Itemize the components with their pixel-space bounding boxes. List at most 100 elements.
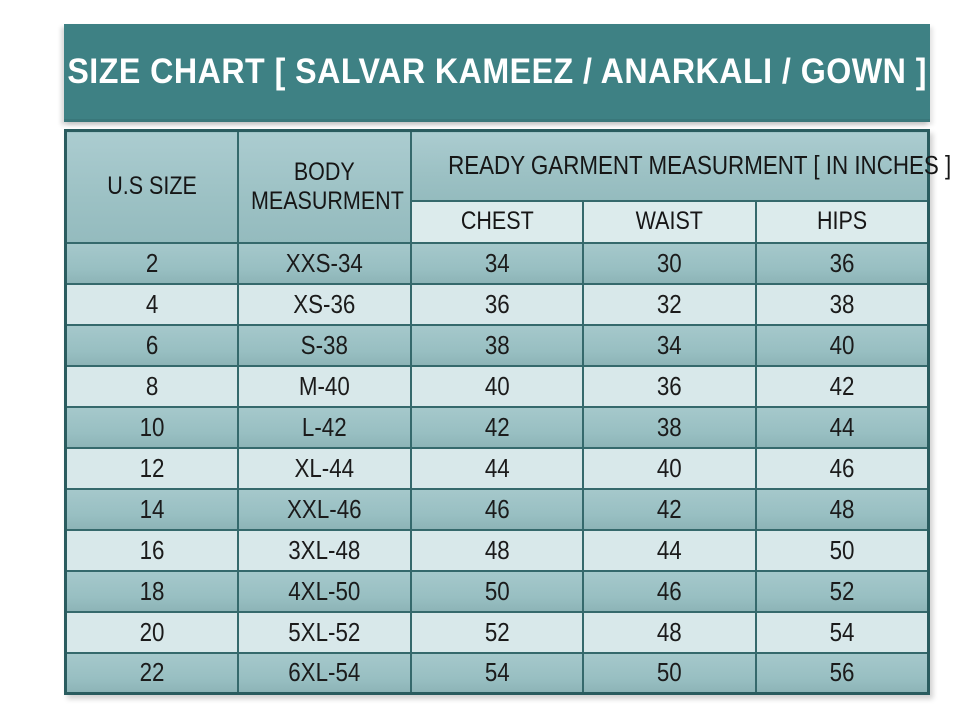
cell-text: L-42 (302, 411, 347, 442)
cell-us-size: 8 (64, 364, 240, 408)
cell-text: 46 (657, 575, 683, 606)
cell-text: 44 (829, 411, 855, 442)
table-row: 20 5XL-52 52 48 54 (64, 610, 930, 654)
title-bar: SIZE CHART [ SALVAR KAMEEZ / ANARKALI / … (64, 24, 930, 122)
table-row: 4 XS-36 36 32 38 (64, 282, 930, 326)
table-row: 8 M-40 40 36 42 (64, 364, 930, 408)
cell-hips: 54 (754, 610, 930, 654)
cell-text: 44 (657, 534, 683, 565)
cell-hips: 40 (754, 323, 930, 367)
column-header-body-measurment: BODY MEASURMENT (237, 129, 412, 244)
cell-chest: 38 (409, 323, 585, 367)
cell-text: 14 (139, 493, 165, 524)
cell-text: 8 (145, 370, 159, 401)
cell-text: 52 (484, 616, 510, 647)
table-row: 22 6XL-54 54 50 56 (64, 651, 930, 695)
cell-text: 50 (829, 534, 855, 565)
header-text: READY GARMENT MEASURMENT [ IN INCHES ] (447, 149, 951, 180)
cell-chest: 44 (409, 446, 585, 490)
header-row-top: U.S SIZE BODY MEASURMENT READY GARMENT M… (64, 129, 951, 244)
cell-body-size: XS-36 (237, 282, 412, 326)
cell-text: 34 (484, 247, 510, 278)
size-chart: SIZE CHART [ SALVAR KAMEEZ / ANARKALI / … (64, 24, 951, 695)
cell-waist: 50 (582, 651, 757, 695)
cell-text: 48 (657, 616, 683, 647)
cell-text: 18 (139, 575, 165, 606)
cell-text: XXL-46 (287, 493, 362, 524)
cell-text: 46 (829, 452, 855, 483)
header-row-sub: CHEST WAIST HIPS (66, 199, 930, 244)
cell-text: 46 (484, 493, 510, 524)
column-header-us-size: U.S SIZE (64, 129, 240, 244)
column-header-hips: HIPS (754, 199, 930, 244)
cell-chest: 52 (409, 610, 585, 654)
cell-waist: 48 (582, 610, 757, 654)
cell-body-size: 3XL-48 (237, 528, 412, 572)
cell-text: 22 (139, 657, 165, 688)
cell-body-size: XXL-46 (237, 487, 412, 531)
cell-hips: 48 (754, 487, 930, 531)
cell-body-size: 6XL-54 (237, 651, 412, 695)
cell-text: 6XL-54 (288, 657, 361, 688)
table-row: 18 4XL-50 50 46 52 (64, 569, 930, 613)
cell-waist: 40 (582, 446, 757, 490)
cell-us-size: 20 (64, 610, 240, 654)
size-chart-table: U.S SIZE BODY MEASURMENT READY GARMENT M… (64, 129, 951, 695)
cell-text: 54 (829, 616, 855, 647)
cell-text: 32 (657, 288, 683, 319)
column-header-chest: CHEST (409, 199, 585, 244)
cell-text: 44 (484, 452, 510, 483)
cell-text: XXS-34 (285, 247, 363, 278)
cell-waist: 46 (582, 569, 757, 613)
cell-chest: 42 (409, 405, 585, 449)
cell-text: 10 (139, 411, 165, 442)
cell-body-size: M-40 (237, 364, 412, 408)
cell-text: 38 (657, 411, 683, 442)
cell-text: 50 (484, 575, 510, 606)
cell-text: 4 (145, 288, 159, 319)
cell-chest: 34 (409, 241, 585, 285)
cell-text: 38 (484, 329, 510, 360)
table-header: U.S SIZE BODY MEASURMENT READY GARMENT M… (64, 129, 951, 244)
cell-hips: 46 (754, 446, 930, 490)
cell-body-size: XL-44 (237, 446, 412, 490)
cell-text: 30 (657, 247, 683, 278)
cell-hips: 52 (754, 569, 930, 613)
cell-text: 34 (657, 329, 683, 360)
header-text: U.S SIZE (107, 172, 197, 201)
cell-text: 38 (829, 288, 855, 319)
cell-text: 50 (657, 657, 683, 688)
cell-text: XS-36 (293, 288, 356, 319)
cell-hips: 50 (754, 528, 930, 572)
cell-text: S-38 (300, 329, 349, 360)
cell-text: 56 (829, 657, 855, 688)
cell-text: 54 (484, 657, 510, 688)
cell-hips: 56 (754, 651, 930, 695)
cell-text: 36 (657, 370, 683, 401)
cell-body-size: L-42 (237, 405, 412, 449)
table-row: 10 L-42 42 38 44 (64, 405, 930, 449)
cell-us-size: 10 (64, 405, 240, 449)
cell-waist: 36 (582, 364, 757, 408)
cell-text: 40 (657, 452, 683, 483)
header-text: HIPS (816, 207, 868, 235)
cell-text: 40 (484, 370, 510, 401)
header-text: BODY MEASURMENT (251, 158, 404, 215)
table-row: 16 3XL-48 48 44 50 (64, 528, 930, 572)
cell-text: 40 (829, 329, 855, 360)
cell-text: 20 (139, 616, 165, 647)
cell-text: 48 (829, 493, 855, 524)
cell-us-size: 18 (64, 569, 240, 613)
cell-text: 2 (145, 247, 159, 278)
header-text: WAIST (635, 207, 704, 235)
cell-text: 6 (145, 329, 159, 360)
table-body: 2 XXS-34 34 30 36 4 XS-36 36 32 38 6 S-3… (64, 241, 930, 695)
table-row: 6 S-38 38 34 40 (64, 323, 930, 367)
cell-chest: 54 (409, 651, 585, 695)
cell-text: 48 (484, 534, 510, 565)
cell-us-size: 22 (64, 651, 240, 695)
cell-hips: 36 (754, 241, 930, 285)
cell-text: 42 (829, 370, 855, 401)
table-row: 14 XXL-46 46 42 48 (64, 487, 930, 531)
